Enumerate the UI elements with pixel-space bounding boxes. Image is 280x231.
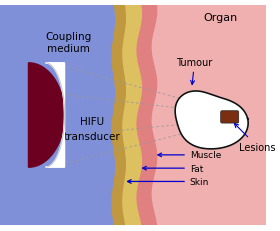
- Polygon shape: [175, 91, 248, 149]
- Text: Lesions: Lesions: [234, 124, 276, 152]
- Text: Organ: Organ: [203, 13, 237, 23]
- Text: Muscle: Muscle: [158, 151, 221, 160]
- Bar: [0, 6, 142, 225]
- Polygon shape: [46, 64, 65, 167]
- Polygon shape: [29, 64, 65, 167]
- Text: Tumour: Tumour: [176, 57, 213, 85]
- Polygon shape: [136, 6, 157, 225]
- Text: Coupling
medium: Coupling medium: [45, 32, 92, 54]
- Polygon shape: [112, 6, 125, 225]
- Polygon shape: [122, 6, 141, 225]
- Bar: [142, 6, 266, 225]
- Text: Skin: Skin: [128, 177, 209, 186]
- Text: HIFU
transducer: HIFU transducer: [64, 116, 120, 141]
- Text: Fat: Fat: [143, 164, 203, 173]
- FancyBboxPatch shape: [221, 111, 239, 124]
